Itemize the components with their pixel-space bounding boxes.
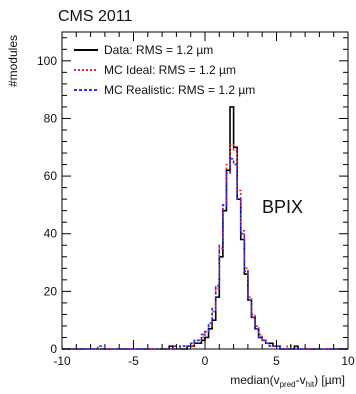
x-axis-label-part: -v bbox=[296, 373, 306, 387]
y-tick-label: 60 bbox=[44, 169, 58, 183]
x-tick-label: 0 bbox=[202, 354, 209, 368]
legend-label: Data: RMS = 1.2 µm bbox=[104, 43, 213, 57]
x-axis-label-subscript: pred bbox=[280, 380, 296, 389]
y-tick-label: 100 bbox=[37, 54, 57, 68]
legend: Data: RMS = 1.2 µm MC Ideal: RMS = 1.2 µm… bbox=[74, 43, 255, 97]
x-axis-label-part: median(v bbox=[230, 373, 279, 387]
y-axis-label: #modules bbox=[6, 35, 20, 87]
bpix-annotation: BPIX bbox=[262, 197, 303, 217]
legend-label: MC Realistic: RMS = 1.2 µm bbox=[104, 83, 255, 97]
histogram-series-2 bbox=[62, 143, 348, 350]
x-tick-label: -10 bbox=[53, 354, 71, 368]
histogram-series-3 bbox=[62, 158, 348, 350]
histogram-series-1 bbox=[62, 106, 348, 350]
y-tick-label: 40 bbox=[44, 227, 58, 241]
y-tick-label: 0 bbox=[50, 342, 57, 356]
x-axis-label-part: ) [µm] bbox=[314, 373, 345, 387]
x-tick-label: -5 bbox=[128, 354, 139, 368]
x-tick-label: 10 bbox=[341, 354, 355, 368]
y-tick-label: 20 bbox=[44, 284, 58, 298]
x-tick-label: 5 bbox=[273, 354, 280, 368]
x-axis-label: median(vpred-vhit) [µm] bbox=[230, 373, 345, 389]
x-axis-label-subscript: hit bbox=[306, 380, 315, 389]
chart-title: CMS 2011 bbox=[58, 8, 133, 25]
legend-label: MC Ideal: RMS = 1.2 µm bbox=[104, 63, 236, 77]
plot-frame bbox=[61, 31, 349, 350]
y-tick-label: 80 bbox=[44, 111, 58, 125]
